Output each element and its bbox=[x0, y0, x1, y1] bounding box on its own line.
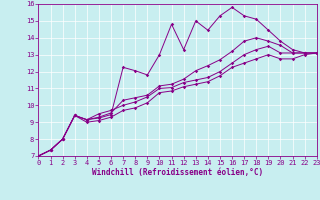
X-axis label: Windchill (Refroidissement éolien,°C): Windchill (Refroidissement éolien,°C) bbox=[92, 168, 263, 177]
